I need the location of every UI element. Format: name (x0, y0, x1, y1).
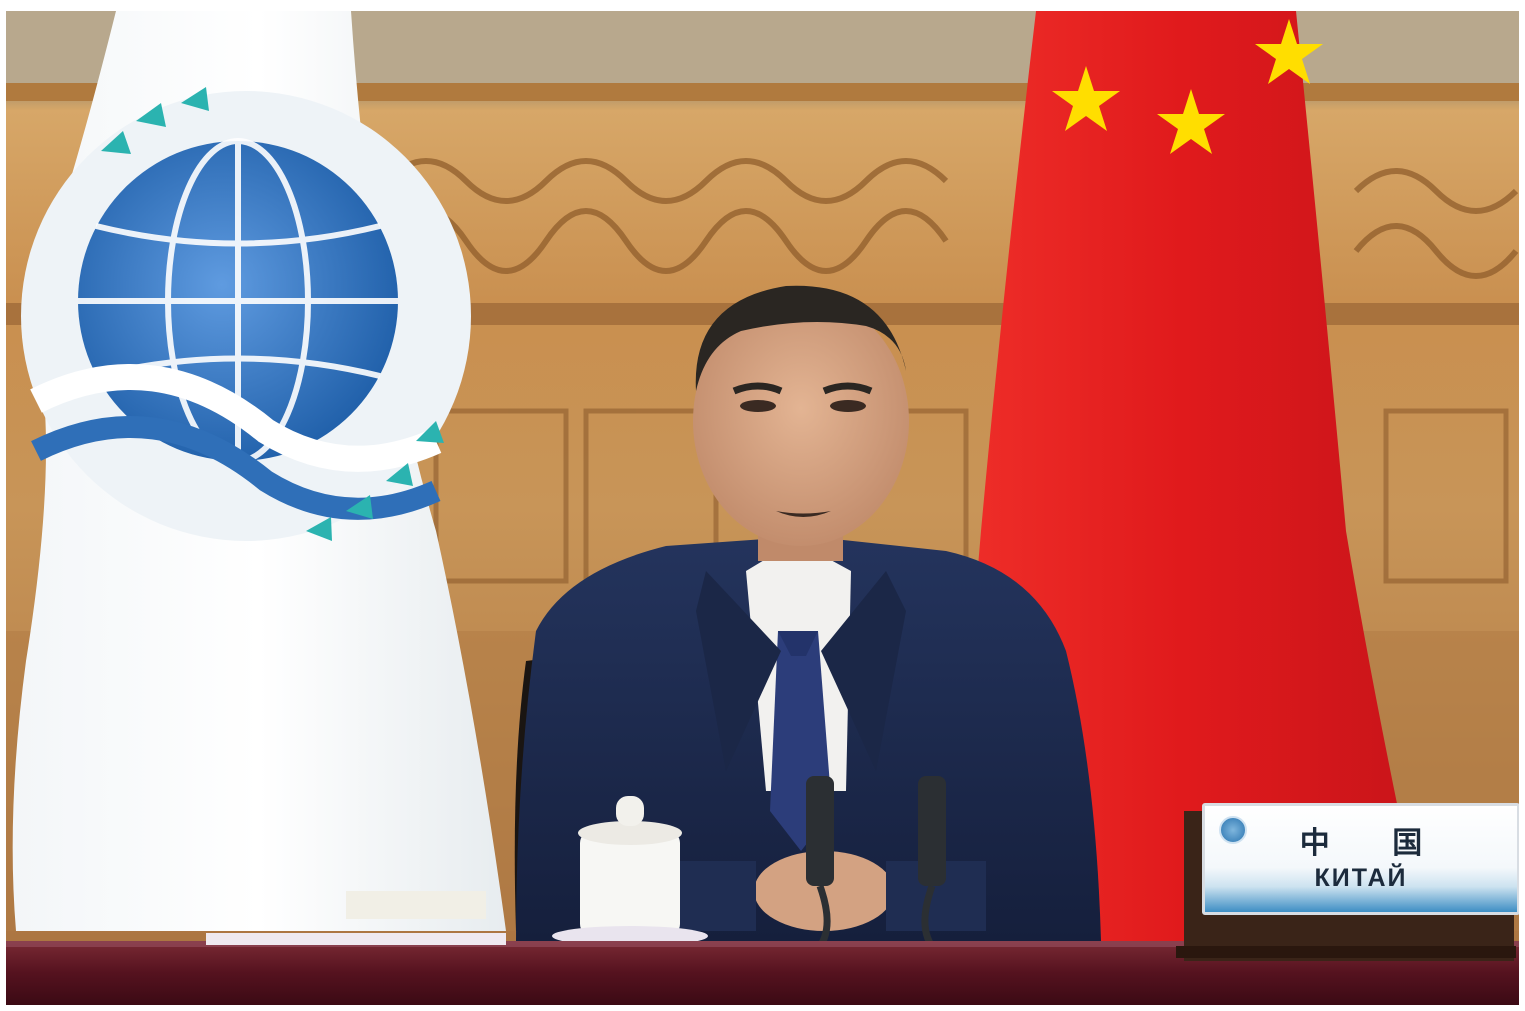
right-lapel (821, 571, 906, 771)
name-plaque: 中 国 КИТАЙ (1202, 803, 1519, 915)
facial-features (740, 400, 866, 517)
laurel-leaves-icon (101, 87, 444, 541)
microphone-right-icon (918, 776, 946, 886)
sco-flag (12, 11, 507, 931)
sco-emblem-icon (1219, 816, 1247, 844)
folded-napkin (346, 891, 486, 919)
documents (206, 933, 506, 945)
photo-scene (6, 11, 1519, 1005)
hair (695, 285, 906, 391)
plaque-chinese-text: 中 国 (1299, 826, 1449, 861)
photo-frame: 中 国 КИТАЙ (6, 11, 1519, 1005)
flag-stars-icon (1052, 19, 1323, 154)
microphone-left-icon (806, 776, 834, 886)
face (693, 296, 909, 546)
left-lapel (696, 571, 781, 771)
plaque-russian-text: КИТАЙ (1314, 864, 1408, 892)
carved-scrolls (383, 158, 1519, 279)
